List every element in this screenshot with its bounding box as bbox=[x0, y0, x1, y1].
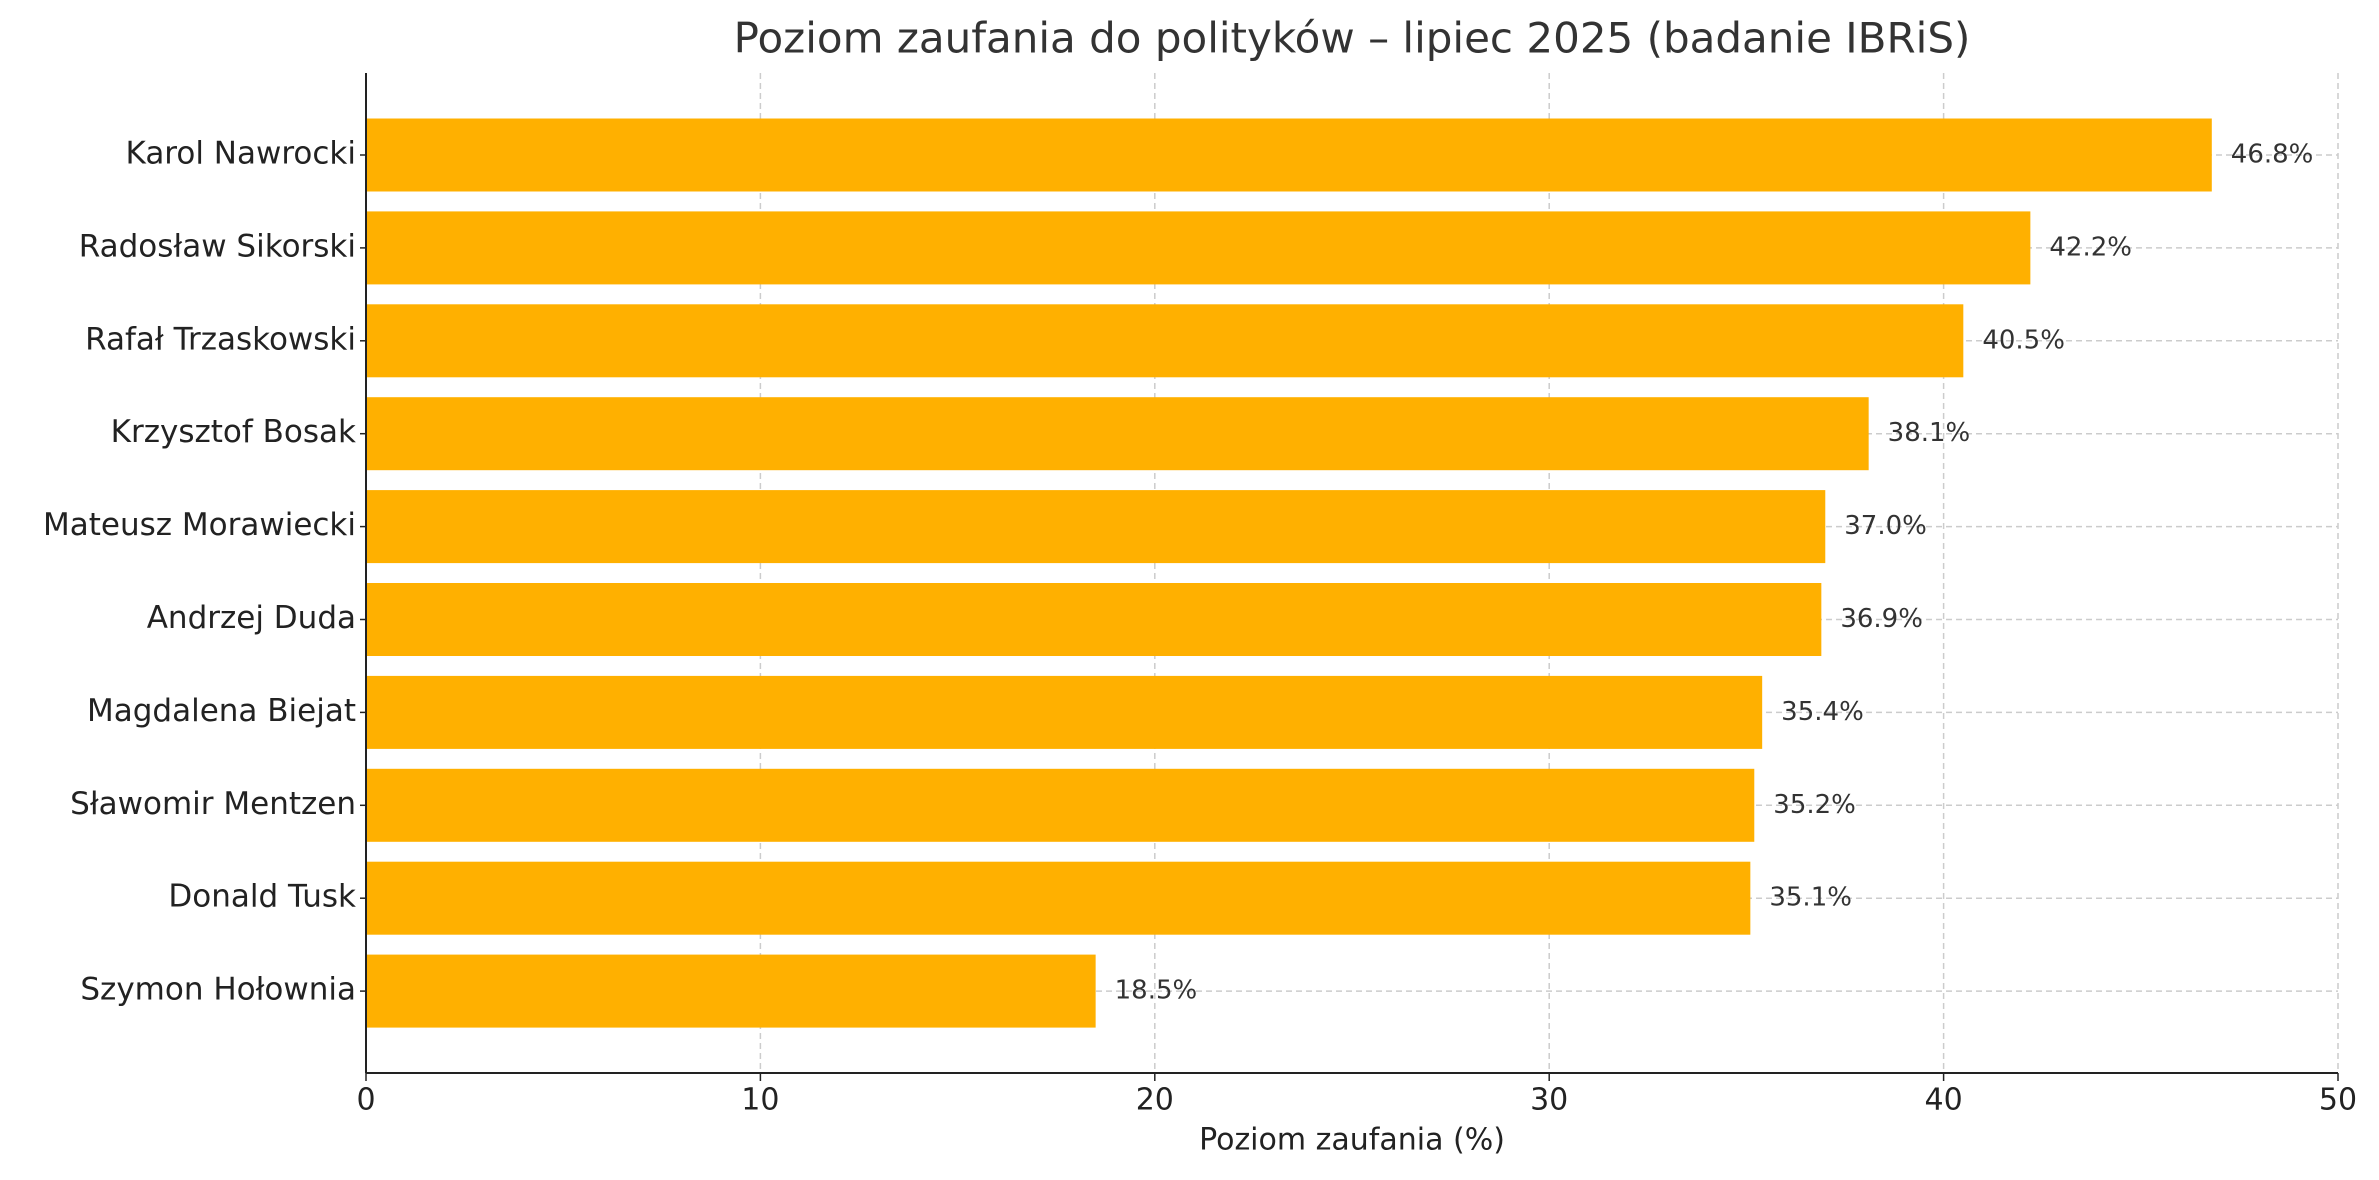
bar bbox=[366, 768, 1755, 842]
x-axis-label: Poziom zaufania (%) bbox=[1199, 1123, 1505, 1158]
y-tick-label: Andrzej Duda bbox=[147, 600, 356, 636]
value-label: 42.2% bbox=[2049, 232, 2132, 262]
x-tick-label: 0 bbox=[356, 1083, 375, 1118]
y-tick-label: Krzysztof Bosak bbox=[111, 414, 356, 450]
value-label: 18.5% bbox=[1115, 976, 1198, 1006]
x-tick-label: 20 bbox=[1136, 1083, 1174, 1118]
bar bbox=[366, 118, 2212, 192]
x-tick-label: 50 bbox=[2319, 1083, 2357, 1118]
x-tick-label: 10 bbox=[741, 1083, 779, 1118]
y-tick-label: Donald Tusk bbox=[168, 879, 356, 915]
chart-title: Poziom zaufania do polityków – lipiec 20… bbox=[734, 14, 1971, 63]
value-label: 37.0% bbox=[1844, 511, 1927, 541]
bar bbox=[366, 490, 1826, 564]
y-tick-label: Rafał Trzaskowski bbox=[85, 321, 356, 357]
value-label: 35.4% bbox=[1781, 697, 1864, 727]
y-tick-label: Radosław Sikorski bbox=[79, 228, 356, 264]
x-tick-label: 40 bbox=[1925, 1083, 1963, 1118]
value-label: 38.1% bbox=[1888, 418, 1971, 448]
bar bbox=[366, 675, 1763, 749]
bar bbox=[366, 861, 1751, 935]
y-tick-label: Sławomir Mentzen bbox=[70, 786, 356, 822]
value-label: 46.8% bbox=[2231, 140, 2314, 170]
value-label: 35.1% bbox=[1769, 883, 1852, 913]
y-tick-label: Magdalena Biejat bbox=[87, 693, 356, 729]
value-label: 36.9% bbox=[1840, 604, 1923, 634]
bar bbox=[366, 583, 1822, 656]
bar bbox=[366, 211, 2031, 285]
value-label: 35.2% bbox=[1773, 790, 1856, 820]
bar bbox=[366, 304, 1964, 378]
bar bbox=[366, 397, 1869, 471]
y-tick-label: Szymon Hołownia bbox=[80, 972, 356, 1008]
y-tick-label: Mateusz Morawiecki bbox=[43, 507, 356, 543]
bar bbox=[366, 954, 1096, 1028]
value-label: 40.5% bbox=[1982, 325, 2065, 355]
x-tick-label: 30 bbox=[1530, 1083, 1568, 1118]
y-tick-label: Karol Nawrocki bbox=[126, 136, 356, 172]
